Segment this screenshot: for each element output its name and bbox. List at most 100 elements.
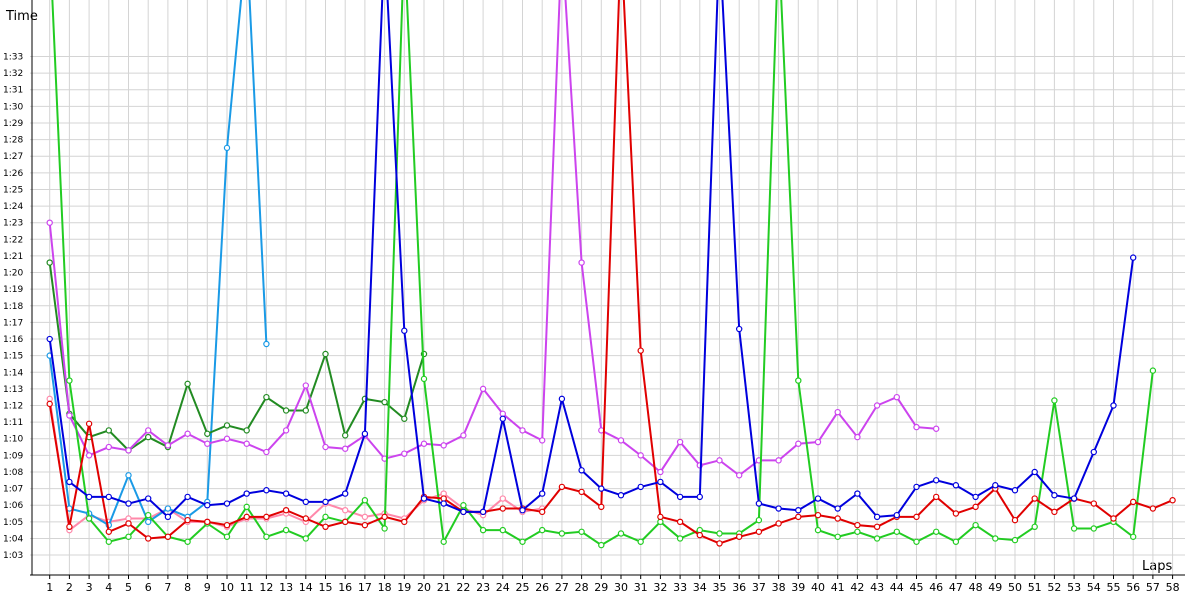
point (302, 498, 309, 506)
point (46, 335, 53, 343)
x-tick-label: 54 (1087, 581, 1101, 594)
point (834, 505, 841, 512)
point (66, 478, 73, 486)
point (401, 518, 408, 526)
point (538, 508, 546, 516)
point (85, 452, 93, 459)
point (538, 490, 546, 497)
point (282, 407, 290, 414)
point (854, 528, 861, 535)
x-tick-label: 46 (929, 581, 943, 594)
x-tick-label: 55 (1106, 581, 1120, 594)
point (341, 445, 349, 452)
point (440, 500, 447, 507)
point (341, 490, 349, 497)
point (184, 430, 191, 437)
plot-area (46, 0, 1176, 549)
point (144, 535, 152, 542)
x-tick-label: 4 (105, 581, 112, 594)
x-tick-label: 35 (712, 581, 726, 594)
point (952, 510, 960, 517)
x-tick-label: 16 (338, 581, 352, 594)
point (144, 433, 152, 441)
point (46, 219, 53, 226)
point (322, 443, 329, 451)
y-tick-label: 1:33 (3, 53, 23, 63)
point (598, 541, 605, 549)
point (322, 498, 329, 506)
x-tick-label: 9 (204, 581, 211, 594)
y-tick-label: 1:12 (3, 401, 23, 411)
point (144, 427, 152, 434)
point (1011, 487, 1019, 494)
x-tick-label: 19 (397, 581, 411, 594)
y-tick-label: 1:05 (3, 518, 23, 528)
point (1051, 508, 1058, 516)
y-tick-label: 1:28 (3, 136, 23, 146)
x-tick-label: 20 (417, 581, 431, 594)
x-tick-label: 30 (614, 581, 628, 594)
y-tick-label: 1:10 (3, 435, 23, 445)
point (992, 482, 999, 489)
point (893, 393, 900, 401)
point (46, 259, 53, 266)
x-tick-label: 21 (437, 581, 451, 594)
point (716, 540, 723, 547)
point (223, 422, 231, 429)
x-tick-label: 32 (653, 581, 667, 594)
point (184, 380, 191, 388)
y-tick-label: 1:03 (3, 551, 23, 561)
point (223, 435, 231, 442)
y-tick-label: 1:31 (3, 86, 23, 96)
x-tick-label: 24 (496, 581, 510, 594)
point (558, 530, 566, 537)
point (913, 423, 920, 431)
point (144, 518, 152, 526)
series-line (48, 0, 268, 527)
point (598, 485, 605, 492)
point (932, 493, 940, 501)
point (578, 488, 585, 496)
point (243, 490, 250, 497)
point (223, 521, 231, 529)
x-tick-label: 49 (988, 581, 1002, 594)
x-tick-label: 12 (259, 581, 273, 594)
point (657, 468, 664, 476)
point (519, 538, 526, 545)
point (814, 495, 822, 502)
x-tick-label: 23 (476, 581, 490, 594)
point (1090, 525, 1097, 532)
point (66, 412, 73, 419)
point (795, 513, 802, 521)
point (676, 438, 684, 446)
x-tick-label: 36 (732, 581, 746, 594)
point (519, 427, 526, 434)
point (558, 483, 566, 491)
point (282, 427, 290, 434)
point (1110, 515, 1117, 522)
point (854, 433, 861, 441)
point (1149, 367, 1157, 374)
point (66, 377, 73, 384)
point (125, 533, 132, 540)
point (1011, 536, 1019, 544)
point (341, 518, 349, 526)
point (144, 511, 152, 519)
y-tick-label: 1:14 (3, 368, 23, 378)
point (302, 515, 309, 522)
point (401, 415, 408, 422)
x-tick-label: 43 (870, 581, 884, 594)
y-tick-label: 1:08 (3, 468, 23, 478)
point (755, 528, 763, 535)
point (105, 493, 112, 501)
x-tick-label: 18 (378, 581, 392, 594)
point (735, 325, 743, 333)
point (105, 528, 112, 535)
x-tick-label: 25 (515, 581, 529, 594)
point (578, 259, 585, 266)
point (361, 513, 369, 521)
x-tick-label: 13 (279, 581, 293, 594)
point (972, 521, 979, 529)
y-tick-label: 1:24 (3, 202, 23, 212)
point (243, 440, 250, 447)
